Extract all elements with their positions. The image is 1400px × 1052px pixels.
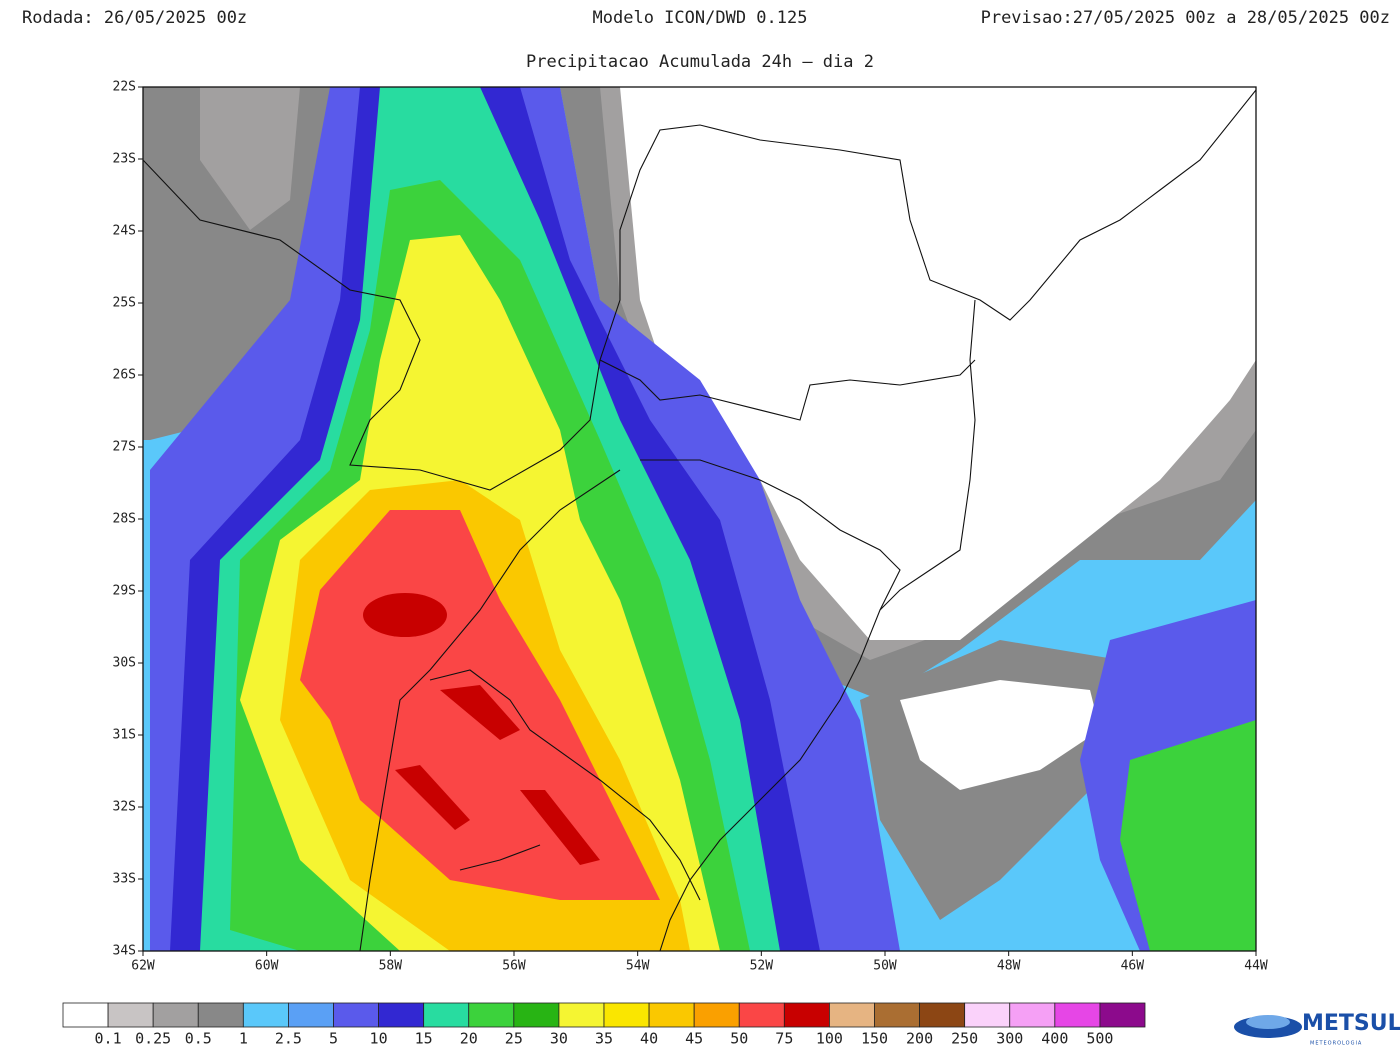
- lat-tick-label: 30S: [113, 656, 136, 671]
- border-line: [359, 469, 621, 951]
- map-subtitle: Precipitacao Acumulada 24h – dia 2: [526, 52, 874, 72]
- colorbar-swatch: [603, 1002, 650, 1028]
- precip-field: [143, 87, 1256, 951]
- colorbar-swatch: [513, 1002, 560, 1028]
- logo-name: METSUL: [1302, 1011, 1400, 1036]
- colorbar-label: 75: [775, 1030, 793, 1048]
- colorbar-swatch: [62, 1002, 109, 1028]
- lon-tick-label: 44W: [1244, 959, 1268, 974]
- colorbar-label: 10: [370, 1030, 388, 1048]
- border-line: [459, 844, 541, 871]
- colorbar-swatch: [738, 1002, 785, 1028]
- lon-tick-label: 54W: [626, 959, 650, 974]
- forecast-label: Previsao:27/05/2025 00z a 28/05/2025 00z: [981, 8, 1390, 28]
- lat-tick-label: 26S: [113, 368, 136, 383]
- lon-tick-label: 56W: [502, 959, 526, 974]
- field-area: [520, 790, 600, 865]
- lat-tick-label: 25S: [113, 296, 136, 311]
- colorbar-label: 400: [1041, 1030, 1068, 1048]
- colorbar-label: 100: [816, 1030, 843, 1048]
- colorbar-label: 45: [685, 1030, 703, 1048]
- colorbar-label: 50: [730, 1030, 748, 1048]
- axis-ticks: 22S23S24S25S26S27S28S29S30S31S32S33S34S6…: [113, 80, 1268, 974]
- lon-tick-label: 62W: [131, 959, 155, 974]
- run-label: Rodada: 26/05/2025 00z: [22, 8, 247, 28]
- lat-tick-label: 23S: [113, 152, 136, 167]
- colorbar-swatch: [333, 1002, 379, 1028]
- model-label: Modelo ICON/DWD 0.125: [593, 8, 808, 28]
- colorbar-label: 2.5: [275, 1030, 302, 1048]
- logo-icon: [1246, 1015, 1290, 1029]
- border-line: [143, 89, 1256, 491]
- colorbar-swatch: [423, 1002, 470, 1028]
- lat-tick-label: 31S: [113, 728, 136, 743]
- border-line: [640, 459, 901, 951]
- colorbar-label: 1: [239, 1030, 248, 1048]
- lat-tick-label: 33S: [113, 872, 136, 887]
- lon-tick-label: 60W: [255, 959, 279, 974]
- colorbar-swatch: [648, 1002, 695, 1028]
- colorbar-label: 40: [640, 1030, 658, 1048]
- lat-tick-label: 27S: [113, 440, 136, 455]
- colorbar-swatch: [1054, 1002, 1101, 1028]
- lat-tick-label: 29S: [113, 584, 136, 599]
- field-area: [363, 593, 447, 637]
- colorbar-swatch: [558, 1002, 605, 1028]
- colorbar-label: 35: [595, 1030, 613, 1048]
- lat-tick-label: 34S: [113, 944, 136, 959]
- colorbar-swatch: [152, 1002, 199, 1028]
- colorbar-swatch: [693, 1002, 740, 1028]
- border-line: [429, 669, 701, 901]
- colorbar-swatch: [964, 1002, 1011, 1028]
- colorbar-swatch: [242, 1002, 289, 1028]
- lat-tick-label: 32S: [113, 800, 136, 815]
- colorbar-swatch: [288, 1002, 334, 1028]
- colorbar-label: 5: [329, 1030, 338, 1048]
- colorbar-label: 0.25: [135, 1030, 171, 1048]
- colorbar-swatch: [919, 1002, 966, 1028]
- logo: METSUL METEOROLOGIA: [1234, 1011, 1400, 1047]
- colorbar-swatch: [197, 1002, 244, 1028]
- lon-tick-label: 52W: [750, 959, 774, 974]
- colorbar-label: 15: [415, 1030, 433, 1048]
- colorbar-label: 0.5: [185, 1030, 212, 1048]
- colorbar-swatch: [1099, 1002, 1146, 1028]
- colorbar-label: 250: [951, 1030, 978, 1048]
- lat-tick-label: 24S: [113, 224, 136, 239]
- lon-tick-label: 50W: [873, 959, 897, 974]
- colorbar-swatch: [829, 1002, 875, 1028]
- colorbar-label: 0.1: [95, 1030, 122, 1048]
- colorbar-label: 150: [861, 1030, 888, 1048]
- colorbar-label: 30: [550, 1030, 568, 1048]
- colorbar-label: 200: [906, 1030, 933, 1048]
- lon-tick-label: 46W: [1121, 959, 1145, 974]
- border-line: [599, 359, 976, 421]
- colorbar-swatch: [1009, 1002, 1056, 1028]
- field-area: [900, 680, 1100, 790]
- colorbar-label: 20: [460, 1030, 478, 1048]
- lat-tick-label: 28S: [113, 512, 136, 527]
- colorbar-swatch: [107, 1002, 154, 1028]
- field-area: [200, 87, 300, 230]
- colorbar-swatch: [783, 1002, 830, 1028]
- lon-tick-label: 48W: [997, 959, 1021, 974]
- borders: [143, 89, 1256, 951]
- colorbar-label: 500: [1086, 1030, 1113, 1048]
- lat-tick-label: 22S: [113, 80, 136, 95]
- field-area: [440, 685, 520, 740]
- colorbar-label: 300: [996, 1030, 1023, 1048]
- colorbar-swatch: [468, 1002, 515, 1028]
- colorbar-swatch: [378, 1002, 425, 1028]
- colorbar-swatch: [874, 1002, 920, 1028]
- field-area: [620, 87, 1256, 640]
- colorbar: 0.1 0.25 0.5 1 2.5 5 10 15 20 25 30 35 40 45 50 75 100 15…: [62, 1002, 1146, 1048]
- lon-tick-label: 58W: [379, 959, 403, 974]
- logo-tagline: METEOROLOGIA: [1310, 1041, 1362, 1047]
- field-area: [1120, 720, 1256, 951]
- border-line: [879, 299, 976, 611]
- field-area: [395, 765, 470, 830]
- colorbar-label: 25: [505, 1030, 523, 1048]
